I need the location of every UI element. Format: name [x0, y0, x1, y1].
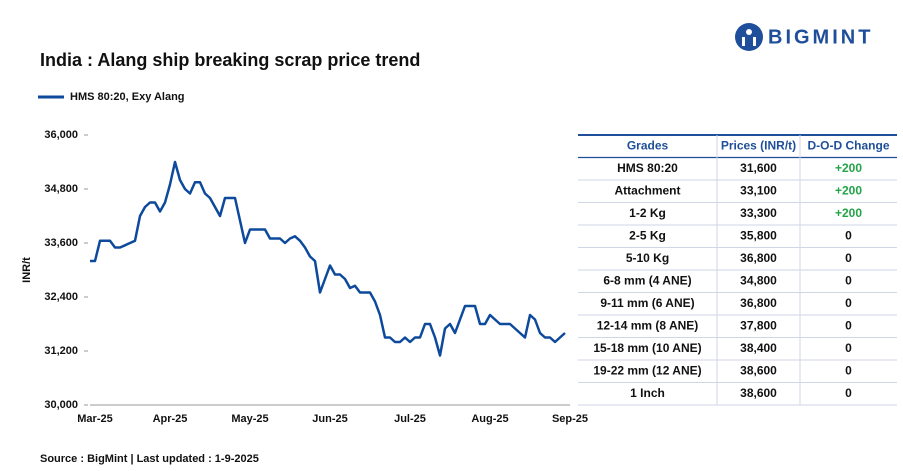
table-cell: Attachment: [614, 183, 680, 197]
table-cell: 35,800: [740, 228, 777, 242]
y-tick-label: 33,600: [44, 237, 78, 249]
y-tick-label: 32,400: [44, 291, 78, 303]
logo-text: BIGMINT: [768, 26, 873, 48]
table-cell: 31,600: [740, 161, 777, 175]
table-cell: 0: [845, 273, 852, 287]
x-tick-label: Jun-25: [312, 413, 347, 425]
table-cell: 0: [845, 318, 852, 332]
x-tick-label: Apr-25: [153, 413, 188, 425]
logo: BIGMINT: [735, 23, 873, 51]
x-tick-label: Sep-25: [552, 413, 588, 425]
table-cell: 37,800: [740, 318, 777, 332]
x-tick-label: Jul-25: [394, 413, 426, 425]
x-tick-label: Aug-25: [471, 413, 508, 425]
logo-icon-dot: [746, 29, 752, 35]
table-cell: 34,800: [740, 273, 777, 287]
table-cell: +200: [835, 161, 862, 175]
y-tick-label: 30,000: [44, 399, 78, 411]
x-tick-label: Mar-25: [77, 413, 112, 425]
table-cell: 1-2 Kg: [629, 206, 666, 220]
table-cell: 38,400: [740, 341, 777, 355]
table-cell: 0: [845, 341, 852, 355]
y-tick-label: 34,800: [44, 183, 78, 195]
table-cell: 36,800: [740, 251, 777, 265]
table-header: Prices (INR/t): [721, 138, 796, 152]
table-header: Grades: [627, 138, 669, 152]
table-cell: 12-14 mm (8 ANE): [597, 318, 699, 332]
chart-title: India : Alang ship breaking scrap price …: [40, 50, 420, 70]
table-cell: 0: [845, 386, 852, 400]
y-tick-label: 36,000: [44, 129, 78, 141]
table-cell: +200: [835, 206, 862, 220]
y-axis-label: INR/t: [21, 257, 33, 283]
table-header: D-O-D Change: [808, 138, 890, 152]
table-cell: 0: [845, 251, 852, 265]
table-cell: 0: [845, 296, 852, 310]
table-cell: 38,600: [740, 363, 777, 377]
table-cell: HMS 80:20: [617, 161, 678, 175]
legend-label: HMS 80:20, Exy Alang: [70, 91, 185, 103]
logo-icon: [735, 23, 763, 51]
logo-icon-bar: [742, 37, 745, 46]
table-cell: 5-10 Kg: [626, 251, 669, 265]
table-cell: 0: [845, 228, 852, 242]
y-tick-label: 31,200: [44, 345, 78, 357]
table-cell: 36,800: [740, 296, 777, 310]
source-note: Source : BigMint | Last updated : 1-9-20…: [40, 453, 259, 465]
table-cell: 15-18 mm (10 ANE): [593, 341, 701, 355]
table-cell: +200: [835, 183, 862, 197]
plot: 30,000 31,200 32,400 33,600 34,800 36,000 Mar-…: [44, 129, 588, 425]
table-cell: 9-11 mm (6 ANE): [600, 296, 694, 310]
table-cell: 19-22 mm (12 ANE): [593, 363, 701, 377]
price-line: [90, 160, 566, 357]
x-tick-label: May-25: [231, 413, 268, 425]
table-cell: 33,100: [740, 183, 777, 197]
table-cell: 6-8 mm (4 ANE): [603, 273, 691, 287]
price-table: Grades Prices (INR/t) D-O-D Change HMS 80:2…: [578, 134, 897, 406]
logo-icon-bar: [753, 37, 756, 46]
table-cell: 33,300: [740, 206, 777, 220]
table-cell: 1 Inch: [630, 386, 665, 400]
table-cell: 38,600: [740, 386, 777, 400]
table-cell: 0: [845, 363, 852, 377]
table-cell: 2-5 Kg: [629, 228, 666, 242]
